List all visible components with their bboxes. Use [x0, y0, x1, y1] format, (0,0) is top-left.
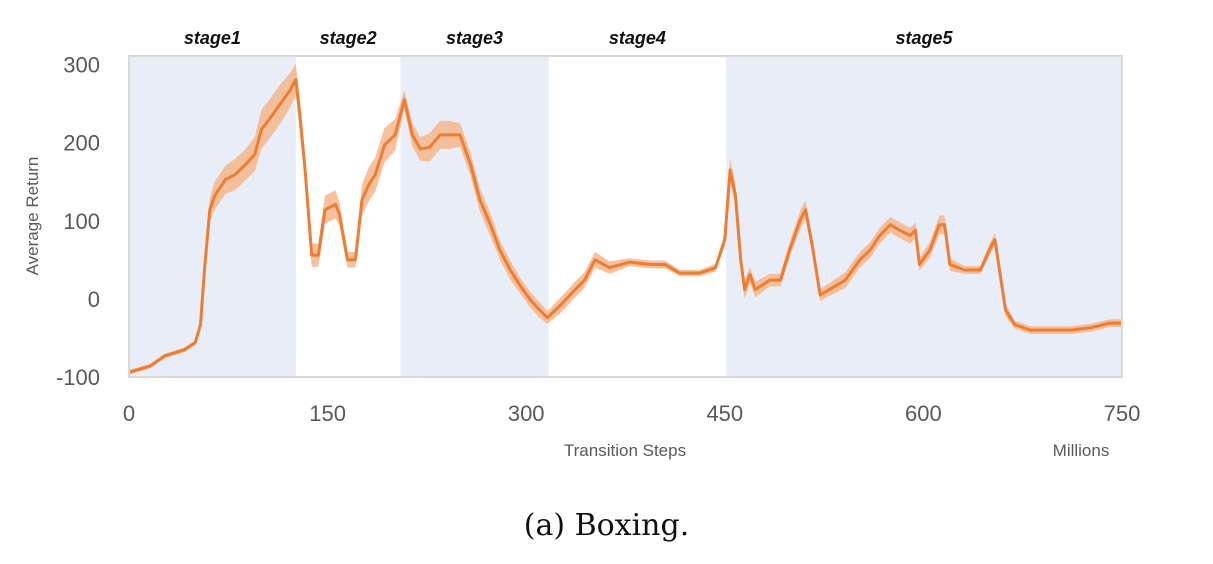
stage-label: stage4	[609, 28, 666, 48]
y-tick-label: -100	[56, 365, 100, 390]
y-axis-label: Average Return	[23, 157, 42, 276]
x-tick-label: 750	[1104, 401, 1141, 426]
stage-label: stage2	[320, 28, 377, 48]
x-tick-label: 600	[905, 401, 942, 426]
x-tick-labels: 0 150 300 450 600 750	[123, 401, 1140, 426]
stage-region-stage3	[400, 56, 549, 377]
y-tick-label: 0	[88, 287, 100, 312]
stage-label: stage1	[184, 28, 241, 48]
x-axis-label: Transition Steps	[564, 441, 686, 460]
y-tick-label: 200	[63, 131, 100, 156]
stage-label: stage5	[896, 28, 954, 48]
stage-label: stage3	[446, 28, 503, 48]
x-axis-unit-label: Millions	[1053, 441, 1110, 460]
mean-return-line	[128, 77, 1122, 374]
plot-frame	[128, 55, 1123, 378]
stage-regions: stage1 stage2 stage3 stage4 stage5	[129, 28, 1122, 377]
confidence-band	[129, 63, 1122, 375]
y-tick-label: 300	[63, 53, 100, 78]
x-tick-label: 150	[309, 401, 346, 426]
stage-region-stage5	[726, 56, 1122, 377]
y-tick-label: 100	[63, 209, 100, 234]
figure-caption: (a) Boxing.	[523, 508, 690, 543]
y-tick-labels: -100 0 100 200 300	[56, 53, 100, 390]
x-tick-label: 0	[123, 401, 135, 426]
series-group	[128, 63, 1122, 375]
x-tick-label: 300	[508, 401, 545, 426]
x-tick-label: 450	[706, 401, 743, 426]
